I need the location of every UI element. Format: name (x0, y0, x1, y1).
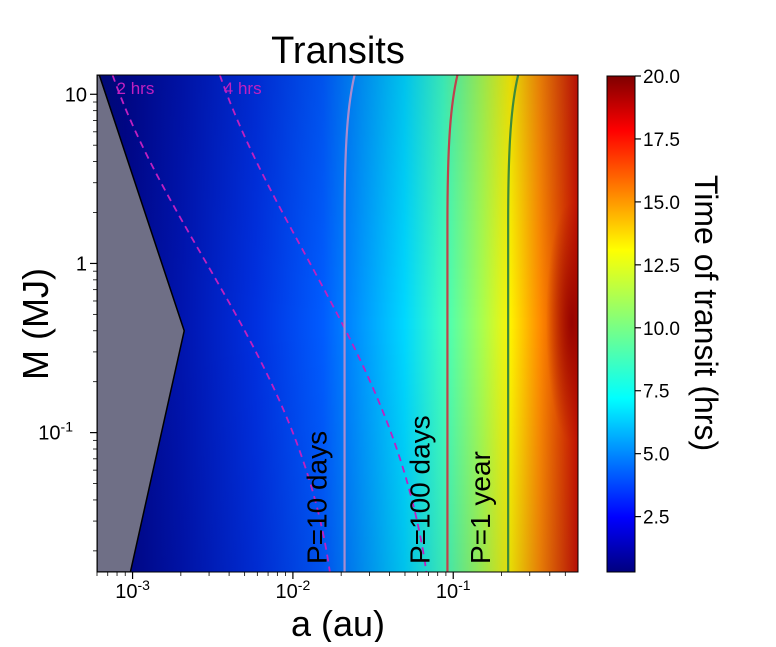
y-tick-label-3: 10-1 (38, 419, 73, 445)
period-label-2: P=100 days (404, 415, 435, 564)
period-label-3: P=1 year (465, 451, 496, 564)
contour-2 (218, 75, 428, 572)
colorbar-tick-label-3: 15.0 (643, 193, 680, 214)
period-labels: P=10 days P=100 days P=1 year (302, 415, 497, 564)
colorbar-tick-label-7: 5.0 (643, 445, 669, 466)
y-axis-ticks: 10 1 10-1 (38, 84, 97, 552)
contour-labels: 2 hrs 4 hrs (117, 79, 262, 98)
period-line-1 (343, 75, 356, 572)
period-line-2 (446, 75, 459, 572)
x-axis-label: a (au) (291, 603, 385, 642)
period-label-1: P=10 days (302, 431, 333, 564)
colorbar-tick-label-2: 17.5 (643, 130, 680, 151)
colorbar-ticks: 20.0 17.5 15.0 12.5 10.0 7.5 5.0 2.5 (635, 67, 680, 529)
chart-title: Transits (271, 30, 405, 72)
colorbar-tick-label-4: 12.5 (643, 256, 680, 277)
y-tick-label-2: 1 (76, 253, 87, 275)
colorbar-tick-label-8: 2.5 (643, 508, 669, 529)
y-tick-label-1: 10 (65, 84, 87, 106)
contour-label-2: 4 hrs (224, 79, 262, 98)
x-axis-ticks: 10-3 10-2 10-1 (96, 572, 566, 603)
heatmap-peak (546, 202, 578, 442)
plot-area (97, 75, 578, 572)
colorbar (606, 75, 636, 573)
duration-contours (111, 75, 428, 572)
colorbar-tick-label-6: 7.5 (643, 382, 669, 403)
excluded-region (97, 75, 185, 572)
period-line-3 (507, 75, 520, 572)
contour-1 (111, 75, 331, 572)
colorbar-tick-label-1: 20.0 (643, 67, 680, 88)
x-tick-label-3: 10-1 (436, 577, 471, 603)
colorbar-tick-label-5: 10.0 (643, 319, 680, 340)
contour-label-1: 2 hrs (117, 79, 155, 98)
colorbar-label: Time of transit (hrs) (688, 175, 724, 451)
period-lines (343, 75, 520, 572)
x-tick-label-2: 10-2 (276, 577, 311, 603)
y-axis-label: M (MJ) (15, 268, 56, 380)
x-tick-label-1: 10-3 (115, 577, 150, 603)
plot-frame (96, 74, 579, 573)
